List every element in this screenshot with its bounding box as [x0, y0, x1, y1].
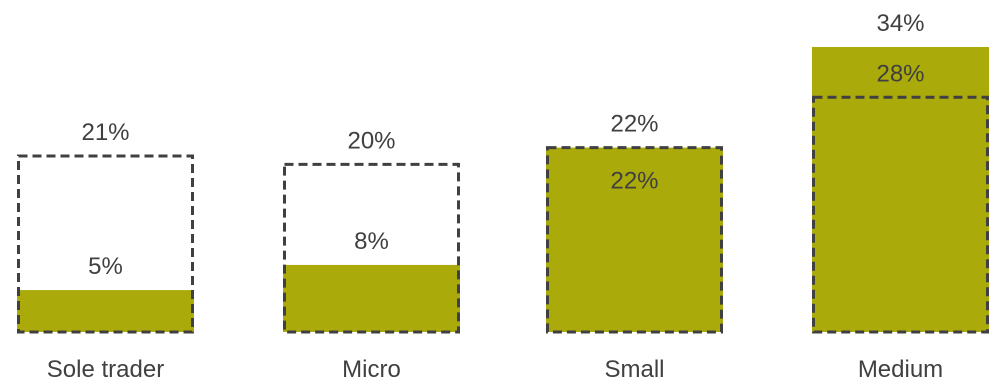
category-label-2: Small	[604, 356, 664, 383]
outline-value-label-3: 28%	[876, 60, 924, 87]
filled-value-label-1: 8%	[354, 228, 389, 255]
bar-filled-2	[546, 147, 723, 332]
category-label-0: Sole trader	[47, 356, 164, 383]
outline-value-label-0: 21%	[81, 119, 129, 146]
filled-value-label-0: 5%	[88, 253, 123, 280]
category-label-1: Micro	[342, 356, 401, 383]
bar-filled-3	[812, 47, 989, 332]
filled-value-label-2: 22%	[610, 168, 658, 195]
bar-outline-2	[546, 146, 723, 334]
filled-value-label-3: 34%	[876, 10, 924, 37]
bar-filled-0	[17, 290, 194, 332]
bar-outline-1	[283, 162, 460, 334]
bar-outline-0	[17, 154, 194, 334]
outline-value-label-2: 22%	[610, 111, 658, 138]
category-label-3: Medium	[858, 356, 943, 383]
bar-filled-1	[283, 264, 460, 332]
outline-value-label-1: 20%	[347, 127, 395, 154]
bar-outline-3	[812, 95, 989, 334]
